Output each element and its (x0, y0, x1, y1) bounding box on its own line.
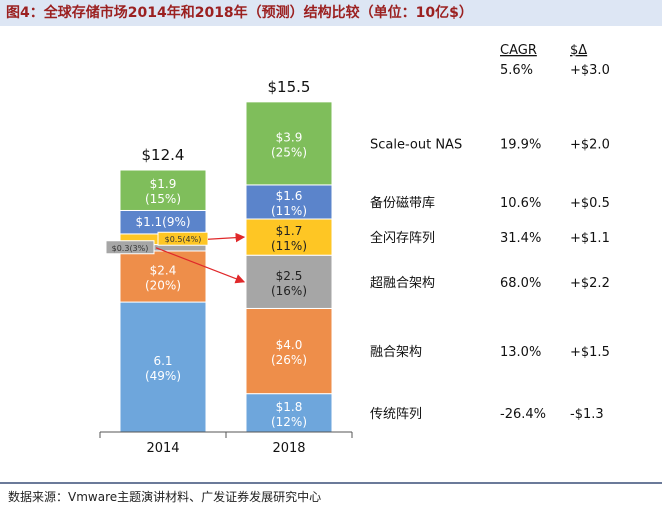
segment-label: (26%) (271, 353, 307, 367)
segment-label: (15%) (145, 192, 181, 206)
bar-segment (245, 254, 333, 309)
x-tick-label: 2014 (146, 441, 179, 456)
segment-label: $4.0 (276, 338, 303, 352)
legend-cagr-value: 31.4% (500, 231, 541, 246)
legend-delta-value: +$2.2 (570, 276, 610, 291)
segment-label: $2.4 (150, 264, 177, 278)
arrow-hci (155, 247, 246, 284)
segment-label: (16%) (271, 284, 307, 298)
segment-label: (11%) (271, 239, 307, 253)
bar-segment (119, 250, 207, 303)
source-note: 数据来源：Vmware主题演讲材料、广发证券发展研究中心 (0, 482, 662, 511)
segment-label: $0.5(4%) (165, 235, 202, 244)
segment-label: $1.9 (150, 177, 177, 191)
legend-cagr-value: 68.0% (500, 276, 541, 291)
legend-cagr-value: 19.9% (500, 137, 541, 152)
x-tick-label: 2018 (272, 441, 305, 456)
legend-series-name: 超融合架构 (370, 276, 435, 291)
segment-label: $0.3(3%) (112, 244, 149, 253)
legend-cagr-value: 10.6% (500, 196, 541, 211)
segment-label: $1.8 (276, 400, 303, 414)
bar-segment (245, 218, 333, 256)
bar-segment (245, 184, 333, 220)
segment-label: (20%) (145, 279, 181, 293)
legend-series-name: Scale-out NAS (370, 137, 462, 152)
figure-title: 图4：全球存储市场2014年和2018年（预测）结构比较（单位：10亿$） (0, 0, 662, 26)
segment-label: $1.7 (276, 224, 303, 238)
table-header-cagr: CAGR (500, 43, 537, 58)
table-header-delta: $Δ (570, 43, 587, 58)
segment-label: $2.5 (276, 269, 303, 283)
legend-series-name: 传统阵列 (370, 407, 422, 422)
legend-delta-value: -$1.3 (570, 407, 604, 422)
segment-label: $1.6 (276, 189, 303, 203)
total-delta: +$3.0 (570, 63, 610, 78)
legend-cagr-value: -26.4% (500, 407, 546, 422)
total-label: $12.4 (142, 146, 185, 164)
total-label: $15.5 (268, 78, 311, 96)
legend-delta-value: +$1.1 (570, 231, 610, 246)
bar-segment (245, 101, 333, 186)
total-cagr: 5.6% (500, 63, 533, 78)
legend-series-name: 融合架构 (370, 345, 422, 360)
legend-series-name: 全闪存阵列 (370, 230, 435, 246)
bar-segment (119, 169, 207, 211)
legend-series-name: 备份磁带库 (370, 195, 435, 211)
segment-label: (11%) (271, 204, 307, 218)
arrow-flash (207, 232, 246, 243)
stacked-bar-chart: 6.1(49%) $2.4(20%) $0.3(3%) $0.5(4%) $1.1(9%… (99, 43, 610, 456)
bar-segment (245, 307, 333, 395)
bar-segment (245, 393, 333, 433)
segment-label: (49%) (145, 369, 181, 383)
bar-segment (119, 301, 207, 433)
callout-box (105, 240, 155, 255)
segment-label: (25%) (271, 145, 307, 159)
segment-label: $1.1(9%) (135, 215, 190, 229)
legend-delta-value: +$0.5 (570, 196, 610, 211)
legend-delta-value: +$2.0 (570, 137, 610, 152)
segment-label: 6.1 (153, 354, 172, 368)
segment-label: (12%) (271, 415, 307, 429)
legend-delta-value: +$1.5 (570, 345, 610, 360)
legend-cagr-value: 13.0% (500, 345, 541, 360)
segment-label: $3.9 (276, 130, 303, 144)
